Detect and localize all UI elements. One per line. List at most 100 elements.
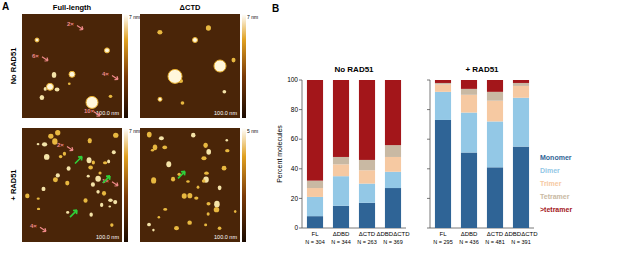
afm-image (22, 14, 122, 118)
bar-segment (307, 216, 323, 228)
afm-particle (96, 190, 99, 194)
x-tick-label: ΔDBDΔCTD (376, 231, 410, 237)
afm-particle (25, 194, 29, 199)
afm-particle (98, 171, 101, 174)
y-tick (299, 139, 302, 140)
scale-label: 100.0 nm (214, 234, 237, 240)
afm-particle (100, 203, 103, 207)
bar-segment (513, 80, 529, 83)
afm-particle (47, 83, 54, 90)
afm-image (22, 128, 122, 242)
bar-segment (307, 197, 323, 216)
afm-particle (37, 208, 40, 210)
x-tick-label: ΔDBDΔCTD (504, 231, 538, 237)
afm-particle (147, 132, 152, 138)
afm-particle (222, 90, 226, 93)
afm-particle (37, 143, 40, 145)
y-tick (299, 228, 302, 229)
afm-particle (187, 193, 192, 198)
legend-entry: Monomer (540, 154, 572, 161)
afm-particle (40, 95, 45, 100)
bar-segment (435, 83, 451, 84)
afm-particle (69, 71, 75, 77)
afm-particle (107, 160, 110, 164)
bar-segment (385, 80, 401, 145)
bar-segment (307, 181, 323, 188)
multimer-annotation: 6× (32, 53, 39, 59)
y-tick (299, 198, 302, 199)
afm-particle (193, 38, 198, 43)
afm-particle (191, 133, 195, 138)
afm-particle (52, 72, 56, 78)
bar-segment (333, 80, 349, 157)
afm-particle (166, 161, 171, 167)
bar-segment (461, 153, 477, 228)
category-note: N = 481 (485, 239, 504, 245)
afm-particle (197, 186, 200, 189)
afm-particle (110, 223, 113, 227)
afm-particle (88, 138, 92, 143)
bar-segment (487, 80, 503, 92)
afm-particle (95, 176, 101, 182)
afm-particle (159, 136, 164, 140)
afm-particle (87, 175, 90, 178)
x-tick-label: ΔDBD (333, 231, 350, 237)
bar-segment (385, 157, 401, 172)
afm-particle (59, 155, 63, 158)
panel-label: A (2, 1, 9, 12)
bar-segment (461, 80, 477, 89)
x-tick-label: FL (439, 231, 447, 237)
bar-segment (307, 188, 323, 197)
afm-particle (147, 223, 151, 227)
afm-image (140, 128, 240, 242)
afm-particle (65, 181, 69, 186)
afm-particle (174, 226, 179, 230)
rad51-arrow (75, 157, 82, 164)
y-tick (427, 109, 430, 110)
y-tick (427, 139, 430, 140)
y-tick-label: 20 (291, 195, 299, 202)
afm-particle (214, 60, 226, 72)
rad51-arrow (178, 171, 185, 178)
bar-segment (333, 206, 349, 228)
scale-label: 100.0 nm (96, 234, 119, 240)
y-tick-label: 0 (294, 224, 298, 231)
afm-particle (89, 213, 92, 217)
afm-particle (226, 139, 229, 142)
y-tick-label: 100 (287, 76, 298, 83)
annotation-arrow (77, 25, 83, 29)
afm-particle (204, 171, 209, 174)
afm-particle (207, 212, 210, 215)
afm-particle (87, 157, 92, 163)
multimer-annotation: 2× (57, 142, 64, 148)
afm-particle (109, 95, 113, 98)
multimer-annotation: 2× (67, 21, 74, 27)
column-header: ΔCTD (180, 3, 201, 12)
afm-particle (68, 83, 71, 86)
afm-particle (194, 196, 198, 199)
y-tick (427, 168, 430, 169)
bar-segment (435, 92, 451, 120)
afm-particle (83, 198, 87, 203)
afm-particle (225, 149, 229, 152)
afm-particle (103, 161, 107, 164)
x-tick-label: ΔCTD (487, 231, 504, 237)
y-tick (299, 80, 302, 81)
afm-particle (222, 166, 227, 171)
annotation-arrow (94, 112, 100, 116)
afm-particle (42, 142, 47, 146)
afm-particle (66, 211, 69, 214)
afm-particle (102, 191, 106, 196)
afm-particle (214, 207, 220, 212)
y-tick (299, 109, 302, 110)
annotation-arrow (112, 182, 118, 186)
afm-particle (113, 200, 117, 204)
category-note: N = 304 (305, 239, 324, 245)
bar-segment (385, 188, 401, 228)
bar-segment (359, 203, 375, 228)
afm-particle (218, 185, 222, 190)
chart: No RAD51Percent molecules020406080100FLN… (276, 65, 410, 245)
x-tick-label: ΔCTD (359, 231, 376, 237)
afm-particle (105, 48, 110, 53)
afm-particle (214, 201, 220, 208)
